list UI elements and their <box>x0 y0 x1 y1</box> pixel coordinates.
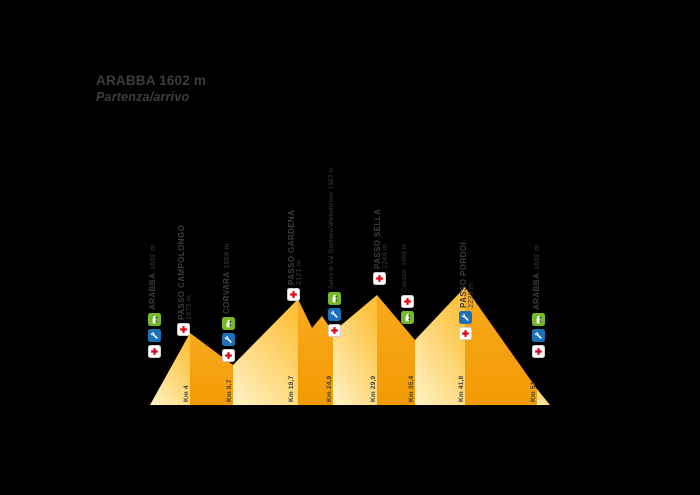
profile-segment <box>465 287 537 405</box>
waypoint-label: Selva di Val Gardena/Wolkenstein 1563 m <box>329 167 335 289</box>
refreshment-van-icon <box>401 311 414 324</box>
km-marker: Km 18,7 <box>288 375 295 402</box>
medical-cross-icon <box>328 324 341 337</box>
km-marker: Km 24,9 <box>326 375 333 402</box>
wrench-icon <box>459 311 472 324</box>
km-marker: Km 41,8 <box>458 375 465 402</box>
waypoint-label: Canazei 1465 m <box>402 243 408 292</box>
waypoint-passo-gardena: PASSO GARDENA 2121 m <box>287 210 304 301</box>
wrench-icon <box>222 333 235 346</box>
waypoint-label: ARABBA 1602 m <box>148 244 157 310</box>
medical-cross-icon <box>222 349 235 362</box>
waypoint-arabba-start: ARABBA 1602 m <box>148 245 161 358</box>
waypoint-label: CORVARA 1568 m <box>222 243 231 314</box>
profile-segment <box>190 333 233 405</box>
waypoint-label: PASSO CAMPOLONGO 1875 m <box>177 224 193 320</box>
refreshment-van-icon <box>532 313 545 326</box>
km-marker: Km 51 <box>530 381 537 402</box>
waypoint-label: ARABBA 1602 m <box>532 244 541 310</box>
medical-cross-icon <box>532 345 545 358</box>
waypoint-label: PASSO SELLA 2244 m <box>373 208 389 269</box>
medical-cross-icon <box>148 345 161 358</box>
waypoint-label: PASSO GARDENA 2121 m <box>287 209 303 285</box>
waypoint-label: PASSO PORDOI 2239 m <box>459 242 475 308</box>
waypoint-canazei: Canazei 1465 m <box>401 244 414 324</box>
km-marker: Km 35,4 <box>408 375 415 402</box>
profile-segment <box>415 287 465 405</box>
start-finish-subtitle: Partenza/arrivo <box>96 89 190 104</box>
profile-segment <box>298 299 333 405</box>
waypoint-passo-sella: PASSO SELLA 2244 m <box>373 209 390 285</box>
wrench-icon <box>532 329 545 342</box>
km-marker: Km 29,9 <box>370 375 377 402</box>
start-finish-name: ARABBA 1602 m <box>96 73 207 88</box>
refreshment-van-icon <box>148 313 161 326</box>
profile-segment <box>150 333 190 405</box>
chart-title: ARABBA 1602 m Partenza/arrivo <box>96 73 206 106</box>
waypoint-passo-pordoi: PASSO PORDOI 2239 m <box>459 242 476 340</box>
waypoint-arabba-finish: ARABBA 1602 m <box>532 245 545 358</box>
refreshment-van-icon <box>328 292 341 305</box>
medical-cross-icon <box>401 295 414 308</box>
medical-cross-icon <box>177 323 190 336</box>
profile-segment <box>233 299 298 405</box>
km-marker: Km 9,7 <box>226 379 233 402</box>
medical-cross-icon <box>373 272 386 285</box>
wrench-icon <box>328 308 341 321</box>
refreshment-van-icon <box>222 317 235 330</box>
profile-segment <box>537 389 550 405</box>
medical-cross-icon <box>459 327 472 340</box>
waypoint-passo-campolongo: PASSO CAMPOLONGO 1875 m <box>177 225 194 336</box>
medical-cross-icon <box>287 288 300 301</box>
waypoint-corvara: CORVARA 1568 m <box>222 243 235 362</box>
profile-segment <box>333 295 377 405</box>
wrench-icon <box>148 329 161 342</box>
km-marker: Km 4 <box>183 385 190 402</box>
profile-segment <box>377 295 415 405</box>
waypoint-selva-wolkenstein: Selva di Val Gardena/Wolkenstein 1563 m <box>328 167 341 337</box>
